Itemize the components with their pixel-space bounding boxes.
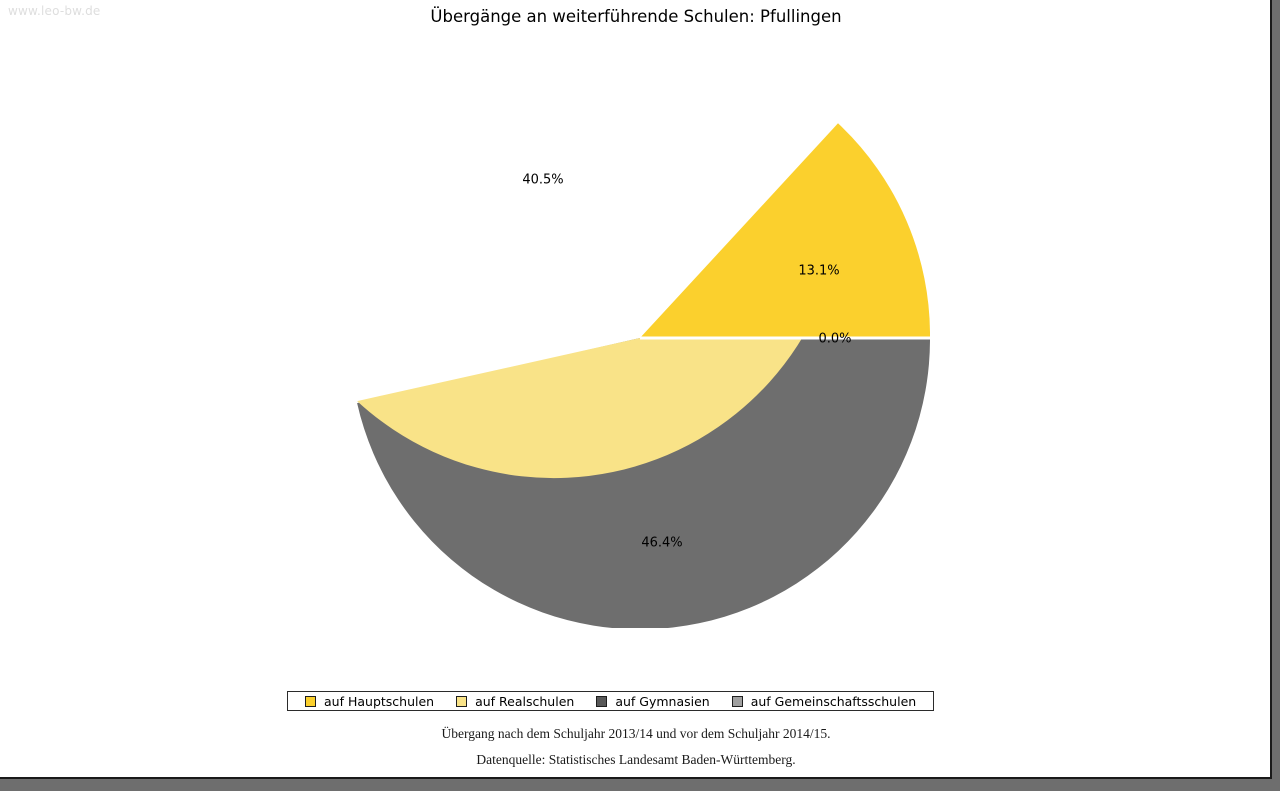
pie-label-gymnasien: 0.0% xyxy=(818,331,852,347)
legend-item-gemeinschaftsschulen[interactable]: auf Gemeinschaftsschulen xyxy=(731,693,917,709)
pie-label-realschulen: 40.5% xyxy=(522,172,564,188)
footnote-period: Übergang nach dem Schuljahr 2013/14 und … xyxy=(441,726,831,741)
pie-slice-hauptschulen[interactable] xyxy=(640,123,930,338)
watermark-label: www.leo-bw.de xyxy=(8,4,101,18)
legend-label: auf Gymnasien xyxy=(615,693,710,709)
legend-label: auf Gemeinschaftsschulen xyxy=(750,693,917,709)
legend-item-hauptschulen[interactable]: auf Hauptschulen xyxy=(305,694,434,709)
pie-svg xyxy=(357,123,930,628)
pie-label-hauptschulen: 13.1% xyxy=(798,263,840,279)
legend-label: auf Realschulen xyxy=(475,693,575,709)
pie-slices xyxy=(357,123,930,628)
legend-label: auf Hauptschulen xyxy=(324,693,435,709)
legend-swatch-icon xyxy=(305,695,316,707)
chart-canvas: www.leo-bw.de Übergänge an weiterführend… xyxy=(0,0,1272,779)
chart-legend: auf Hauptschulen auf Realschulen auf Gym… xyxy=(287,691,935,711)
legend-item-realschulen[interactable]: auf Realschulen xyxy=(456,694,574,709)
legend-item-gymnasien[interactable]: auf Gymnasien xyxy=(596,693,710,709)
chart-title: Übergänge an weiterführende Schulen: Pfu… xyxy=(430,7,842,26)
pie-label-gemeinschaftsschulen: 46.4% xyxy=(641,535,683,551)
pie-slice-realschulen[interactable] xyxy=(357,125,844,479)
legend-swatch-icon xyxy=(731,695,743,707)
legend-swatch-icon xyxy=(596,695,608,707)
pie-chart: 13.1% 40.5% 0.0% 46.4% xyxy=(350,48,930,628)
footnote-source: Datenquelle: Statistisches Landesamt Bad… xyxy=(476,752,796,767)
legend-swatch-icon xyxy=(456,695,468,707)
